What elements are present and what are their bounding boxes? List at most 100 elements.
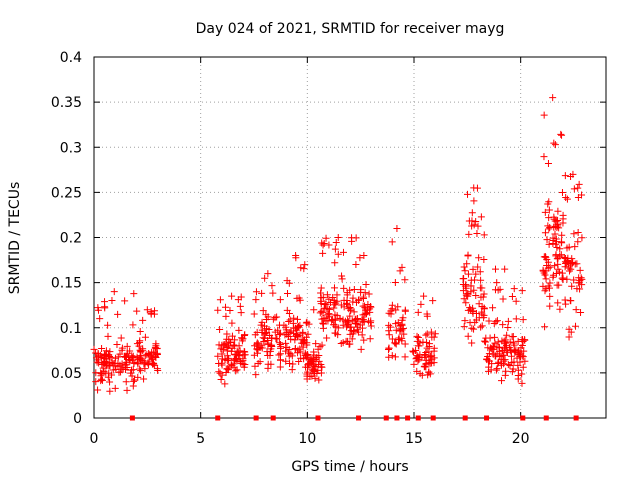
data-point: [228, 332, 236, 340]
data-point: [254, 360, 262, 368]
data-point: [348, 335, 356, 343]
data-point: [301, 261, 309, 269]
data-point: [361, 302, 369, 310]
data-point: [472, 218, 480, 226]
data-point: [510, 339, 518, 347]
data-point: [288, 366, 296, 374]
data-point: [364, 306, 372, 314]
data-point: [551, 230, 559, 238]
data-point: [413, 332, 421, 340]
data-point: [480, 305, 488, 313]
data-point: [493, 317, 501, 325]
data-point: [470, 184, 478, 192]
data-point: [133, 307, 141, 315]
data-point: [285, 318, 293, 326]
data-point: [136, 327, 144, 335]
data-point: [552, 270, 560, 278]
data-point: [322, 234, 330, 242]
data-point: [501, 336, 509, 344]
data-point: [283, 277, 291, 285]
data-point: [92, 378, 100, 386]
data-point: [514, 372, 522, 380]
data-point: [319, 293, 327, 301]
data-point: [552, 251, 560, 259]
data-point: [556, 245, 564, 253]
data-point: [569, 170, 577, 178]
data-point: [485, 350, 493, 358]
data-point: [250, 310, 258, 318]
data-point: [541, 323, 549, 331]
data-point: [575, 180, 583, 188]
data-point: [123, 386, 131, 394]
data-point: [486, 344, 494, 352]
data-point: [388, 335, 396, 343]
data-point: [104, 373, 112, 381]
data-point: [231, 342, 239, 350]
data-point: [302, 319, 310, 327]
data-point: [559, 215, 567, 223]
data-point: [143, 306, 151, 314]
data-point: [123, 342, 131, 350]
data-point: [334, 250, 342, 258]
data-point: [218, 350, 226, 358]
data-point: [319, 319, 327, 327]
data-point: [499, 295, 507, 303]
data-point: [478, 284, 486, 292]
data-point: [562, 300, 570, 308]
data-point: [259, 307, 267, 315]
data-point: [102, 369, 110, 377]
y-tick-label: 0.2: [60, 231, 82, 247]
data-point: [401, 340, 409, 348]
data-point: [222, 312, 230, 320]
data-point: [361, 310, 369, 318]
data-point: [468, 324, 476, 332]
data-point: [518, 341, 526, 349]
data-point: [94, 304, 102, 312]
data-point: [574, 238, 582, 246]
data-point: [330, 304, 338, 312]
data-point: [325, 295, 333, 303]
data-point: [464, 190, 472, 198]
data-point: [401, 306, 409, 314]
data-point: [550, 223, 558, 231]
data-point: [385, 331, 393, 339]
data-point: [318, 315, 326, 323]
data-point: [235, 351, 243, 359]
data-point: [215, 368, 223, 376]
data-point: [414, 337, 422, 345]
data-point: [258, 344, 266, 352]
data-point: [504, 324, 512, 332]
data-point: [252, 296, 260, 304]
data-point: [546, 263, 554, 271]
data-point: [554, 260, 562, 268]
data-point: [331, 259, 339, 267]
y-axis-label: SRMTID / TECUs: [7, 182, 23, 295]
data-point: [492, 366, 500, 374]
data-point: [261, 330, 269, 338]
data-point: [237, 357, 245, 365]
data-point: [268, 334, 276, 342]
data-point: [519, 353, 527, 361]
data-point: [241, 361, 249, 369]
data-point: [565, 267, 573, 275]
baseline-point: [462, 415, 468, 421]
data-point: [464, 292, 472, 300]
data-point: [541, 229, 549, 237]
data-point: [545, 198, 553, 206]
data-point: [425, 368, 433, 376]
data-point: [104, 332, 112, 340]
data-point: [262, 311, 270, 319]
data-point: [558, 189, 566, 197]
data-point: [553, 238, 561, 246]
data-point: [554, 220, 562, 228]
data-point: [510, 285, 518, 293]
data-point: [293, 315, 301, 323]
data-point: [139, 357, 147, 365]
baseline-point: [394, 415, 400, 421]
data-point: [543, 236, 551, 244]
data-point: [289, 319, 297, 327]
data-point: [519, 337, 527, 345]
y-tick-label: 0.3: [60, 140, 82, 156]
data-point: [508, 333, 516, 341]
data-point: [499, 347, 507, 355]
